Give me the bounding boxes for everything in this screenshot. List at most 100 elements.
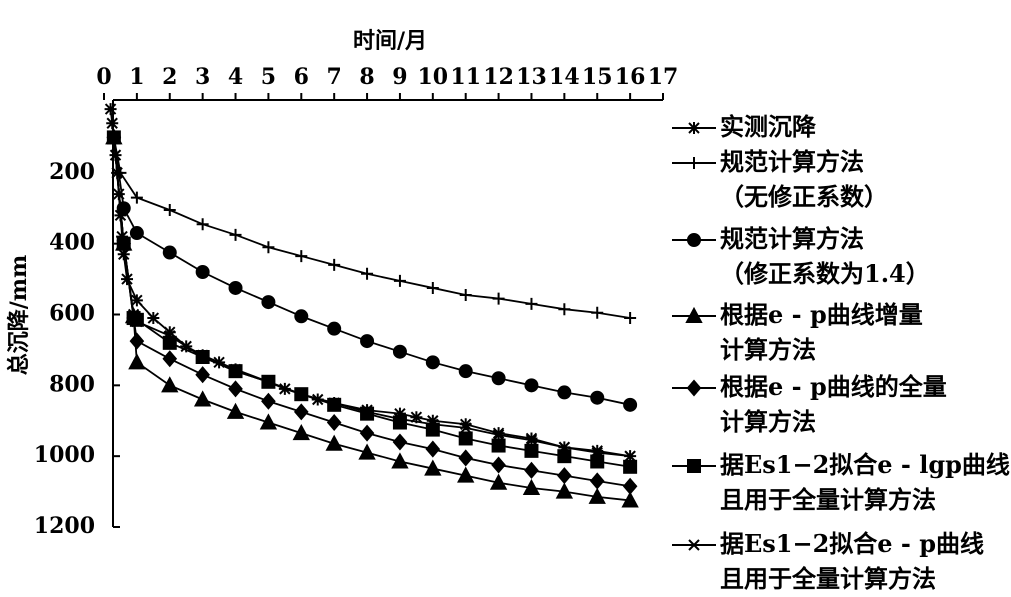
point	[624, 450, 636, 462]
y-tick-label: 1000	[34, 442, 95, 468]
x-tick-label: 3	[195, 64, 210, 90]
point	[621, 491, 639, 508]
point	[162, 350, 178, 368]
point	[129, 226, 144, 241]
legend-marker	[688, 157, 700, 169]
point	[524, 461, 539, 479]
point	[622, 477, 638, 495]
point	[427, 418, 439, 430]
point	[361, 406, 373, 418]
point	[104, 103, 117, 116]
x-tick-label: 5	[261, 64, 276, 90]
point	[392, 433, 408, 451]
point	[328, 397, 340, 409]
x-tick-label: 4	[228, 64, 243, 90]
x-tick-label: 7	[327, 64, 342, 90]
x-tick-label: 8	[359, 64, 374, 90]
point	[226, 402, 245, 419]
point	[213, 356, 226, 369]
legend-marker	[685, 306, 703, 323]
point	[393, 274, 406, 287]
legend-label: 实测沉降	[720, 112, 817, 141]
point	[491, 456, 506, 474]
x-tick-label: 12	[483, 64, 514, 90]
point	[624, 312, 637, 325]
point	[292, 424, 310, 441]
x-tick-label: 10	[418, 64, 449, 90]
point	[457, 466, 475, 483]
point	[162, 245, 177, 260]
point	[121, 273, 134, 286]
point	[193, 390, 212, 407]
point	[393, 407, 406, 420]
point	[557, 467, 572, 485]
point	[195, 265, 210, 279]
point	[426, 281, 439, 294]
point	[261, 392, 276, 410]
point	[118, 237, 130, 250]
point	[557, 385, 572, 400]
point	[295, 250, 308, 263]
point	[524, 443, 539, 458]
point	[458, 431, 473, 446]
legend-marker	[686, 379, 702, 397]
point	[229, 228, 242, 241]
point	[228, 280, 243, 295]
point	[492, 292, 505, 305]
legend-label: 据Es1−2拟合e - p曲线且用于全量计算方法	[720, 529, 984, 593]
point	[294, 309, 309, 324]
point	[130, 294, 143, 307]
point	[522, 478, 541, 496]
point	[623, 397, 638, 412]
point	[127, 308, 140, 321]
x-tick-label: 6	[294, 64, 309, 90]
series-line	[109, 108, 631, 458]
x-tick-label: 9	[392, 64, 407, 90]
x-axis-title: 时间/月	[353, 28, 427, 54]
point	[295, 388, 308, 400]
x-tick-label: 16	[615, 64, 646, 90]
point	[325, 434, 343, 451]
x-tick-label: 1	[129, 64, 144, 90]
series-line	[112, 137, 631, 502]
point	[459, 418, 472, 431]
point	[589, 472, 605, 490]
point	[491, 371, 506, 386]
point	[196, 218, 209, 231]
point	[293, 403, 309, 421]
point	[326, 413, 342, 432]
point	[590, 390, 605, 405]
point	[117, 248, 130, 261]
x-tick-label: 11	[450, 64, 481, 90]
point	[492, 427, 505, 440]
point	[128, 353, 146, 370]
point	[131, 315, 143, 328]
legend-marker	[688, 122, 700, 134]
y-tick-label: 200	[49, 159, 95, 185]
point	[196, 351, 209, 363]
point	[106, 117, 119, 130]
legend-label: 据Es1−2拟合e - lgp曲线且用于全量计算方法	[720, 450, 1010, 514]
y-tick-label: 1200	[34, 513, 95, 539]
point	[108, 131, 120, 144]
series-line	[112, 137, 631, 319]
point	[623, 459, 638, 474]
point	[161, 376, 179, 393]
point	[426, 414, 439, 427]
point	[361, 267, 374, 280]
y-axis-title: 总沉降/mm	[6, 255, 32, 376]
x-tick-label: 13	[516, 64, 547, 90]
point	[392, 344, 407, 359]
point	[261, 295, 276, 310]
point	[164, 330, 176, 342]
point	[555, 482, 574, 499]
point	[524, 378, 539, 393]
point	[458, 364, 473, 379]
legend-marker	[688, 539, 700, 551]
y-tick-label: 600	[49, 301, 95, 327]
y-tick-label: 800	[49, 371, 95, 397]
x-tick-label: 0	[96, 64, 111, 90]
legend-marker	[687, 459, 701, 473]
legend-label: 规范计算方法（无修正系数）	[720, 147, 888, 211]
